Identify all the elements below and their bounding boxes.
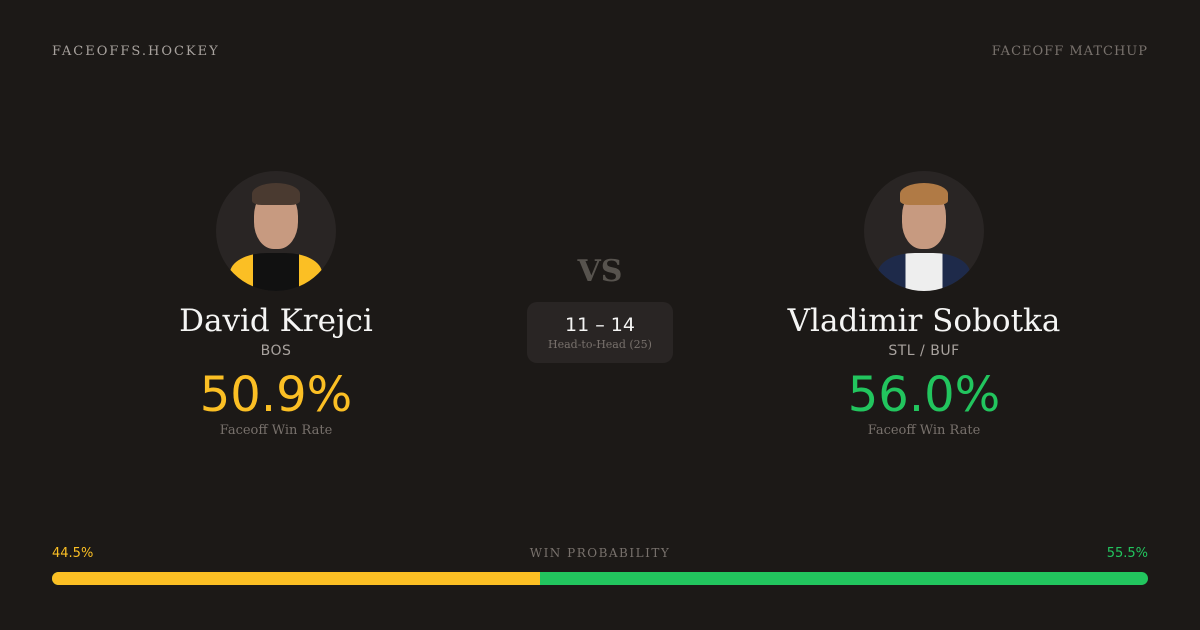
player2-team: STL / BUF [888, 343, 960, 359]
page-tag: FACEOFF MATCHUP [991, 44, 1148, 59]
player2-win-rate: 56.0% [847, 367, 1001, 423]
player1-probability-fill [52, 572, 540, 585]
player1-avatar [216, 171, 336, 291]
player1-name: David Krejci [179, 303, 373, 339]
head-to-head-label: Head-to-Head (25) [548, 338, 652, 351]
player1-card: David Krejci BOS 50.9% Faceoff Win Rate [96, 171, 456, 438]
player1-team: BOS [260, 343, 292, 359]
player2-card: Vladimir Sobotka STL / BUF 56.0% Faceoff… [744, 171, 1104, 438]
head-to-head-score: 11 – 14 [565, 314, 635, 336]
player2-win-rate-label: Faceoff Win Rate [867, 423, 981, 438]
player1-probability: 44.5% [52, 546, 94, 561]
head-to-head-box: 11 – 14 Head-to-Head (25) [527, 302, 673, 363]
win-probability-label: WIN PROBABILITY [529, 546, 671, 560]
vs-label: VS [577, 254, 623, 289]
site-brand: FACEOFFS.HOCKEY [52, 44, 220, 59]
player2-name: Vladimir Sobotka [787, 303, 1061, 339]
player1-win-rate-label: Faceoff Win Rate [219, 423, 333, 438]
player2-probability: 55.5% [1106, 546, 1148, 561]
player2-avatar [864, 171, 984, 291]
win-probability-bar [52, 572, 1148, 585]
player1-win-rate: 50.9% [199, 367, 353, 423]
